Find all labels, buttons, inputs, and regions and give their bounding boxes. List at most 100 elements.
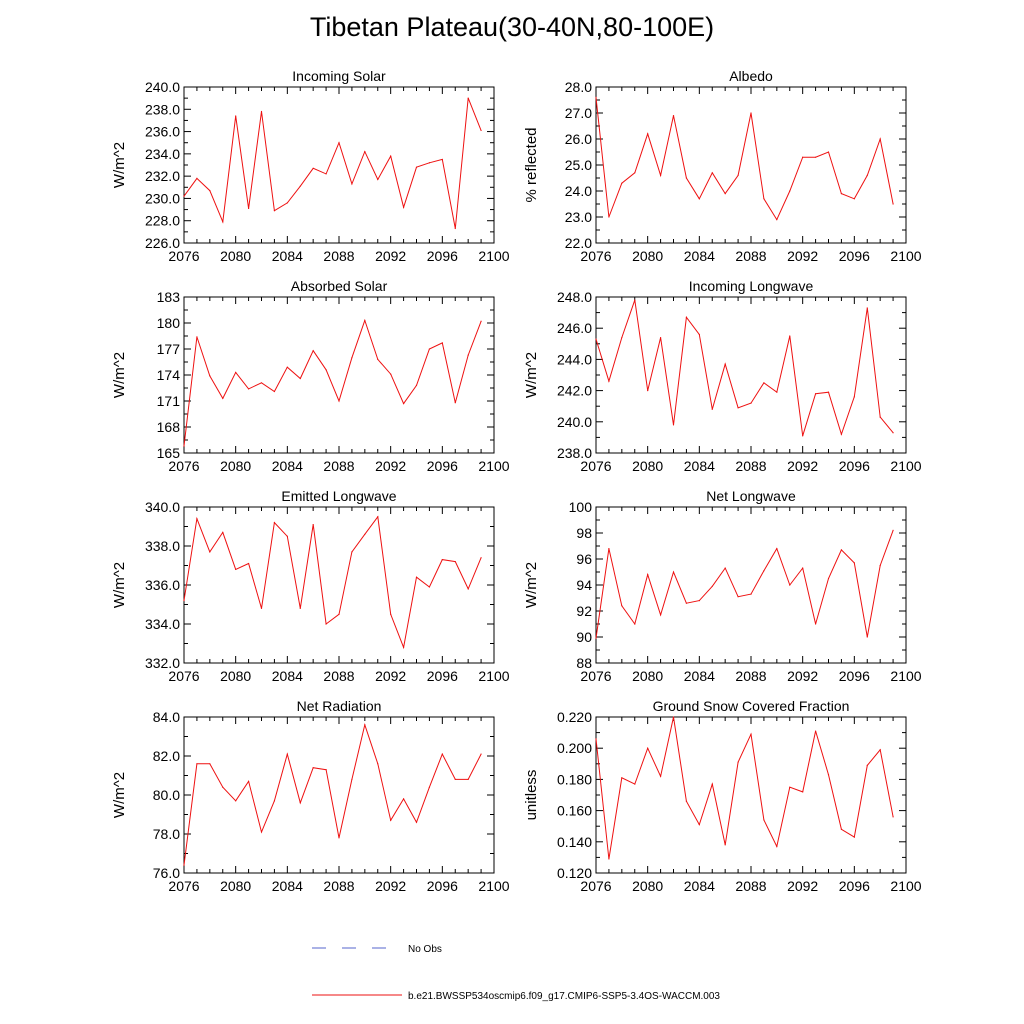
y-tick-label: 228.0 bbox=[145, 213, 180, 229]
data-point bbox=[879, 749, 881, 751]
y-tick-label: 88 bbox=[576, 655, 592, 671]
panel-title: Incoming Longwave bbox=[689, 278, 814, 294]
data-point bbox=[634, 172, 636, 174]
x-tick-label: 2084 bbox=[684, 458, 715, 474]
data-point bbox=[763, 382, 765, 384]
data-point bbox=[377, 516, 379, 518]
data-point bbox=[196, 177, 198, 179]
y-tick-label: 340.0 bbox=[145, 499, 180, 515]
data-point bbox=[827, 151, 830, 153]
data-point bbox=[273, 210, 276, 212]
data-point bbox=[390, 155, 392, 157]
y-tick-label: 230.0 bbox=[145, 190, 180, 206]
x-tick-label: 2100 bbox=[478, 668, 509, 684]
data-point bbox=[608, 380, 610, 382]
data-point bbox=[853, 836, 855, 838]
series-line bbox=[595, 299, 894, 436]
data-point bbox=[209, 190, 211, 192]
y-tick-label: 236.0 bbox=[145, 124, 180, 140]
data-point bbox=[763, 198, 765, 200]
y-tick-label: 96 bbox=[576, 551, 592, 567]
data-point bbox=[338, 613, 340, 615]
data-point bbox=[312, 167, 314, 169]
data-point bbox=[750, 733, 752, 735]
data-point bbox=[260, 831, 263, 833]
data-point bbox=[273, 800, 276, 802]
data-point bbox=[325, 623, 327, 625]
data-point bbox=[312, 767, 314, 769]
y-tick-label: 80.0 bbox=[153, 787, 180, 803]
data-point bbox=[698, 198, 700, 200]
data-point bbox=[711, 408, 713, 410]
panel-title: Net Longwave bbox=[706, 488, 796, 504]
y-axis-label: % reflected bbox=[523, 127, 540, 202]
series-line bbox=[595, 530, 894, 639]
data-point bbox=[364, 533, 366, 535]
panel-title: Absorbed Solar bbox=[291, 278, 388, 294]
data-point bbox=[866, 636, 868, 638]
data-point bbox=[467, 354, 469, 356]
data-point bbox=[814, 156, 817, 158]
data-point bbox=[840, 433, 843, 435]
y-axis-label: W/m^2 bbox=[111, 142, 128, 188]
x-tick-label: 2096 bbox=[427, 878, 458, 894]
x-tick-label: 2092 bbox=[787, 668, 818, 684]
data-point bbox=[608, 216, 610, 218]
data-point bbox=[351, 357, 353, 359]
data-point bbox=[260, 110, 263, 113]
data-point bbox=[338, 837, 340, 839]
y-tick-label: 22.0 bbox=[565, 235, 592, 251]
y-tick-label: 244.0 bbox=[557, 351, 592, 367]
x-tick-label: 2096 bbox=[427, 668, 458, 684]
series-line bbox=[183, 318, 482, 447]
series-line bbox=[595, 716, 894, 860]
y-axis-label: W/m^2 bbox=[111, 772, 128, 818]
data-point bbox=[351, 778, 353, 781]
y-tick-label: 26.0 bbox=[565, 131, 592, 147]
data-point bbox=[415, 384, 418, 386]
data-point bbox=[724, 363, 726, 365]
data-point bbox=[647, 747, 649, 749]
data-point bbox=[351, 183, 353, 185]
panel-7: Net Radiation W/m^2 2076 2080 2084 2088 2092 20… bbox=[111, 698, 510, 894]
data-point bbox=[467, 778, 469, 781]
y-tick-label: 165 bbox=[157, 445, 181, 461]
y-tick-label: 180 bbox=[157, 315, 181, 331]
y-tick-label: 78.0 bbox=[153, 826, 180, 842]
plot-frame bbox=[595, 86, 907, 244]
data-point bbox=[685, 316, 688, 318]
y-tick-label: 0.200 bbox=[557, 740, 592, 756]
y-axis-label: W/m^2 bbox=[523, 352, 540, 398]
y-tick-label: 24.0 bbox=[565, 183, 592, 199]
x-tick-label: 2096 bbox=[427, 458, 458, 474]
data-point bbox=[608, 858, 610, 860]
data-point bbox=[634, 299, 636, 301]
data-point bbox=[621, 336, 623, 339]
legend: No Obs b.e21.BWSSP534oscmip6.f09_g17.CMIP… bbox=[312, 944, 720, 1002]
y-tick-label: 94 bbox=[576, 577, 592, 593]
data-point bbox=[827, 774, 830, 776]
data-point bbox=[866, 307, 868, 309]
data-point bbox=[698, 824, 700, 826]
y-tick-label: 168 bbox=[157, 419, 181, 435]
data-point bbox=[480, 320, 482, 322]
data-point bbox=[480, 753, 482, 755]
data-point bbox=[659, 174, 662, 176]
data-point bbox=[724, 567, 726, 569]
y-tick-label: 100 bbox=[569, 499, 593, 515]
data-point bbox=[351, 551, 353, 553]
data-point bbox=[789, 190, 791, 192]
y-tick-label: 336.0 bbox=[145, 577, 180, 593]
data-point bbox=[595, 637, 597, 639]
x-tick-label: 2084 bbox=[272, 248, 303, 264]
data-point bbox=[402, 206, 405, 208]
data-point bbox=[659, 775, 662, 777]
data-point bbox=[196, 336, 198, 338]
data-point bbox=[595, 338, 597, 340]
y-tick-label: 232.0 bbox=[145, 168, 180, 184]
plot-frame bbox=[595, 296, 907, 454]
data-point bbox=[634, 783, 636, 785]
data-point bbox=[273, 390, 276, 393]
data-point bbox=[196, 518, 198, 520]
x-tick-label: 2080 bbox=[632, 878, 663, 894]
